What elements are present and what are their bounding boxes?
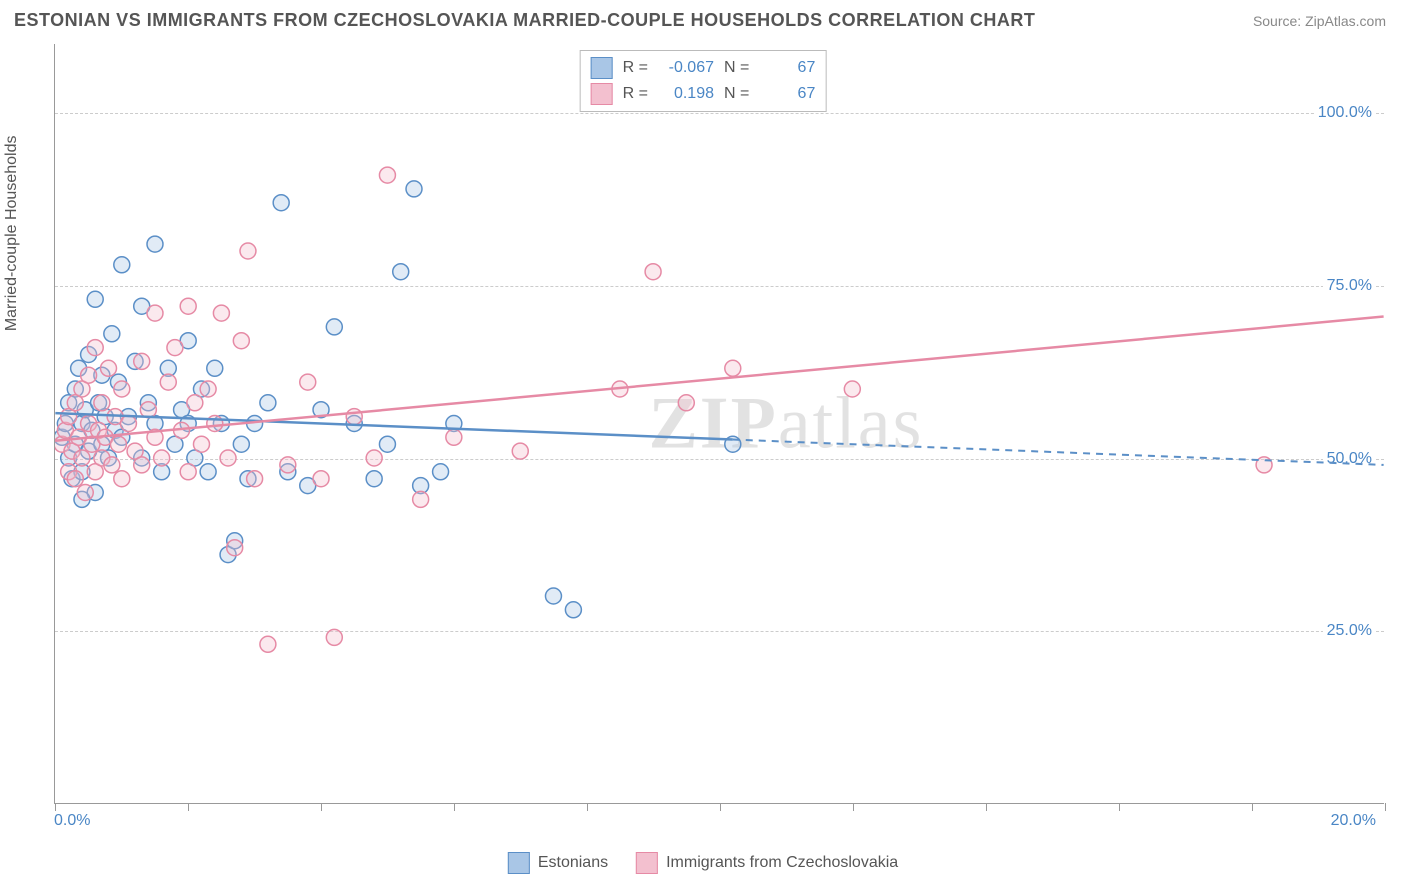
- legend-row: R = -0.067 N = 67: [591, 55, 816, 81]
- r-label: R =: [623, 85, 648, 103]
- chart-plot-area: ZIPatlas 25.0%50.0%75.0%100.0%: [54, 44, 1384, 804]
- scatter-plot-svg: [55, 44, 1384, 803]
- n-value: 67: [759, 59, 815, 77]
- x-axis-labels: 0.0% 20.0%: [54, 812, 1384, 840]
- n-label: N =: [724, 59, 749, 77]
- x-axis-max-label: 20.0%: [1331, 812, 1376, 830]
- series-legend: Estonians Immigrants from Czechoslovakia: [508, 852, 898, 874]
- r-value: -0.067: [658, 59, 714, 77]
- r-value: 0.198: [658, 85, 714, 103]
- chart-source: Source: ZipAtlas.com: [1253, 13, 1386, 29]
- n-value: 67: [759, 85, 815, 103]
- x-axis-min-label: 0.0%: [54, 812, 90, 830]
- r-label: R =: [623, 59, 648, 77]
- legend-row: R = 0.198 N = 67: [591, 81, 816, 107]
- chart-title: ESTONIAN VS IMMIGRANTS FROM CZECHOSLOVAK…: [14, 10, 1035, 31]
- legend-swatch-estonians: [591, 57, 613, 79]
- legend-swatch-czech: [636, 852, 658, 874]
- legend-label: Immigrants from Czechoslovakia: [666, 854, 898, 872]
- legend-label: Estonians: [538, 854, 608, 872]
- correlation-legend: R = -0.067 N = 67 R = 0.198 N = 67: [580, 50, 827, 112]
- legend-swatch-czech: [591, 83, 613, 105]
- y-axis-title: Married-couple Households: [3, 136, 21, 332]
- n-label: N =: [724, 85, 749, 103]
- legend-item-czech: Immigrants from Czechoslovakia: [636, 852, 898, 874]
- legend-item-estonians: Estonians: [508, 852, 608, 874]
- legend-swatch-estonians: [508, 852, 530, 874]
